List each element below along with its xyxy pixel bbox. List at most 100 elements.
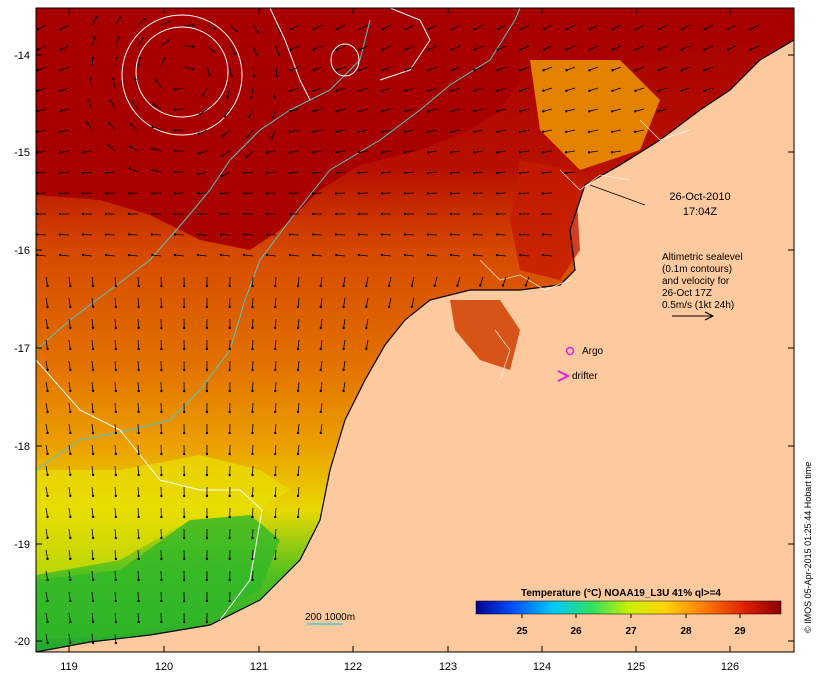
velocity-arrow [520,87,530,92]
velocity-arrow [451,45,461,51]
velocity-arrow [297,507,300,517]
velocity-arrow [336,171,346,174]
velocity-arrow [137,339,140,350]
velocity-arrow [589,129,599,133]
velocity-arrow [297,402,300,412]
map-frame [35,7,795,653]
velocity-arrow [274,465,277,476]
velocity-arrow [275,45,280,55]
velocity-arrow [114,528,117,538]
velocity-arrow [297,381,300,391]
velocity-arrow [250,87,254,97]
svg-text:0.5m/s (1kt 24h): 0.5m/s (1kt 24h) [662,300,734,311]
velocity-arrow [222,150,231,157]
velocity-arrow [343,360,346,370]
velocity-arrow [152,169,162,173]
velocity-arrow [45,507,48,517]
velocity-arrow [313,254,323,257]
velocity-arrow [474,129,484,133]
velocity-arrow [320,402,323,412]
velocity-arrow [520,45,530,51]
velocity-arrow [566,150,576,153]
velocity-arrow [681,87,691,92]
velocity-arrow [68,486,71,496]
velocity-arrow [336,66,346,71]
velocity-arrow [635,87,645,92]
velocity-arrow [313,171,323,174]
velocity-arrow [612,87,622,92]
velocity-arrow [221,254,231,257]
velocity-arrow [336,24,346,30]
velocity-arrow [129,167,139,173]
velocity-arrow [198,150,208,155]
velocity-arrow [91,276,94,286]
velocity-arrows [36,15,760,645]
velocity-arrow [359,87,369,92]
velocity-arrow [297,297,300,307]
velocity-arrow [45,276,48,286]
velocity-arrow [114,591,117,601]
velocity-arrow [114,486,117,496]
sealevel-note: Altimetric sealevel (0.1m contours) and … [662,252,743,311]
velocity-arrow [246,150,254,158]
velocity-arrow [45,591,48,601]
velocity-arrow [37,254,47,257]
sealevel-contours [36,8,431,621]
velocity-arrow [612,24,622,30]
velocity-arrow [91,297,94,307]
velocity-arrow [91,339,94,349]
velocity-arrow [520,171,530,174]
velocity-arrow [114,465,117,475]
velocity-arrow [252,507,254,518]
velocity-arrow [252,318,254,329]
velocity-arrow [365,297,369,307]
velocity-arrow [275,24,281,34]
velocity-arrow [474,254,484,257]
velocity-arrow [274,423,277,434]
velocity-arrow [137,297,140,308]
velocity-arrow [252,402,254,413]
velocity-arrow [543,24,553,30]
colorbar-tick-label: 28 [680,626,692,637]
velocity-arrow [206,45,215,53]
velocity-arrow [45,612,48,622]
velocity-arrow [129,254,139,257]
velocity-arrow [252,465,254,476]
velocity-arrow [297,360,300,370]
velocity-arrow [114,633,117,643]
velocity-arrow [681,24,691,30]
velocity-arrow [451,24,461,30]
velocity-arrow [68,465,71,475]
velocity-arrow [244,254,254,257]
velocity-arrow [727,24,737,30]
velocity-arrow [60,24,70,30]
velocity-arrow [91,37,96,47]
velocity-arrow [91,507,94,517]
velocity-arrow [497,87,507,92]
velocity-arrow [290,108,300,112]
velocity-arrow [750,45,760,51]
velocity-arrow [114,360,117,370]
velocity-arrow [271,129,277,138]
velocity-arrow [543,66,553,71]
velocity-arrow [451,87,461,92]
velocity-arrow [37,45,47,51]
velocity-arrow [274,318,277,329]
velocity-arrow [137,528,140,539]
velocity-arrow [336,45,346,51]
velocity-arrow [229,66,232,76]
velocity-arrow [68,570,71,580]
velocity-arrow [137,402,140,413]
velocity-arrow [451,129,461,133]
colorbar [475,600,782,615]
velocity-arrow [91,465,94,475]
colorbar-tick-label: 25 [516,626,528,637]
velocity-arrow [60,45,70,51]
velocity-arrow [252,339,254,350]
velocity-arrow [479,276,484,286]
velocity-arrow [91,57,94,68]
velocity-arrow [320,276,323,286]
velocity-arrow [114,612,117,622]
velocity-arrow [252,549,254,560]
velocity-arrow [635,129,645,133]
